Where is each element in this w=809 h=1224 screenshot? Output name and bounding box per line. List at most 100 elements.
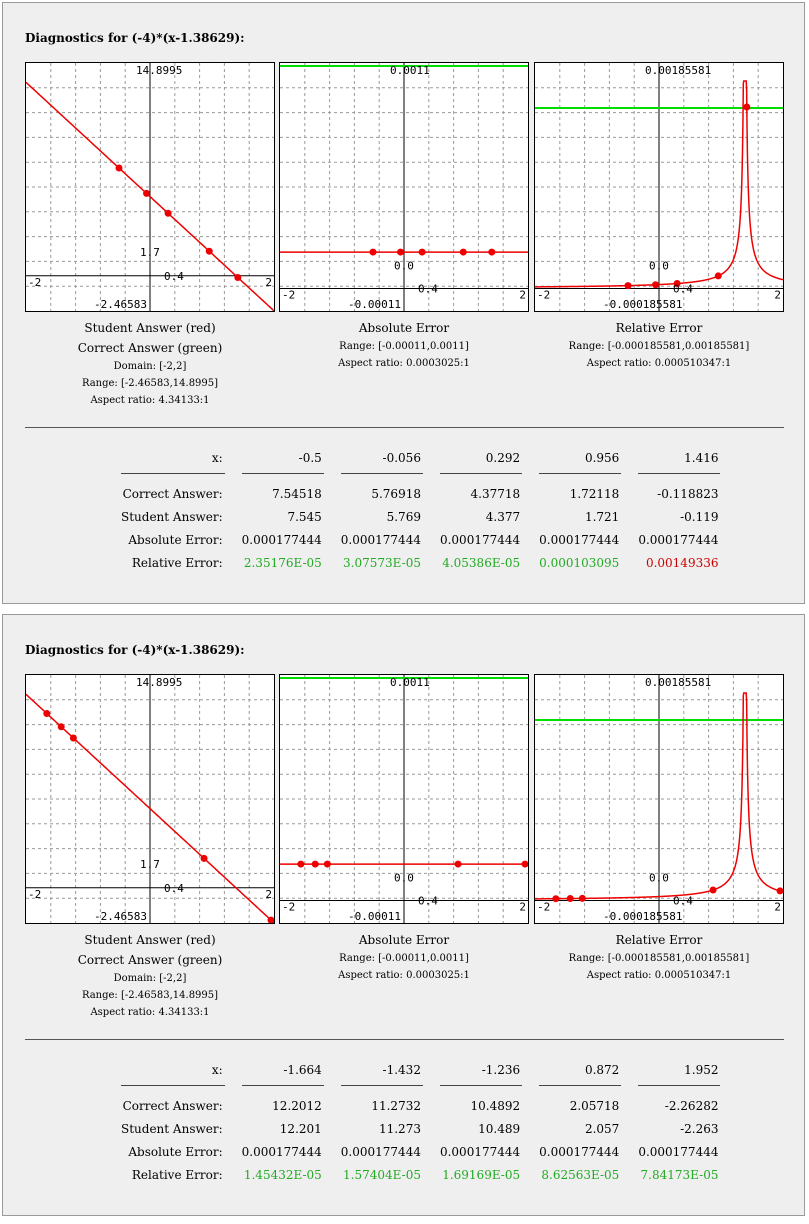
range-info: Range: [-2.46583,14.8995] xyxy=(81,378,219,389)
cell: 12.201 xyxy=(279,1121,322,1136)
data-point xyxy=(164,209,172,217)
relative-error-cell: 0.000103095 xyxy=(539,555,620,570)
cell: 10.4892 xyxy=(470,1098,521,1113)
caption-line: Absolute Error xyxy=(358,321,450,335)
caption-line: Relative Error xyxy=(615,321,703,335)
x-value: -0.5 xyxy=(298,451,322,465)
row-label: Relative Error: xyxy=(131,1167,223,1182)
cell: 0.000177444 xyxy=(340,1144,421,1159)
data-point xyxy=(652,281,660,289)
x-value: 0.872 xyxy=(584,1063,620,1077)
x-value: 1.952 xyxy=(684,1063,719,1077)
row-label: Student Answer: xyxy=(121,509,223,524)
y-tick-label: 0.0 xyxy=(649,259,669,272)
aspect-info: Aspect ratio: 4.34133:1 xyxy=(90,1007,210,1018)
cell: 0.000177444 xyxy=(539,532,620,547)
data-point xyxy=(566,895,574,903)
x-tick-label: 0.4 xyxy=(164,270,184,283)
domain-info: Domain: [-2,2] xyxy=(113,973,187,984)
data-point xyxy=(709,886,717,894)
divider xyxy=(25,1039,784,1040)
abs-plot-caption: Absolute Error Range: [-0.00011,0.0011] … xyxy=(279,930,529,984)
cell: 0.000177444 xyxy=(439,532,521,547)
x-max-label: 2 xyxy=(519,288,526,301)
student-answer-plot: 14.8995 -2.46583 -2 2 0.4 1.7 xyxy=(25,674,275,924)
data-point xyxy=(205,247,213,255)
y-min-label: -2.46583 xyxy=(94,298,147,311)
data-point xyxy=(673,280,681,288)
row-label: Correct Answer: xyxy=(122,1098,223,1113)
x-tick-label: 0.4 xyxy=(418,894,438,907)
cell: 0.000177444 xyxy=(241,532,322,547)
data-point xyxy=(454,860,462,868)
data-point xyxy=(714,272,722,280)
table-row: Student Answer: 7.545 5.769 4.377 1.721 … xyxy=(121,505,720,528)
y-min-label: -0.00011 xyxy=(348,910,401,923)
cell: 0.000177444 xyxy=(638,532,719,547)
data-point xyxy=(234,273,242,281)
cell: 5.769 xyxy=(386,509,421,524)
relative-error-plot: 0.00185581 -0.000185581 -2 2 0.4 0.0 xyxy=(534,62,784,312)
cell: 11.2732 xyxy=(371,1098,421,1113)
divider xyxy=(25,427,784,428)
diagnostics-panel-2: Diagnostics for (-4)*(x-1.38629): 14.899… xyxy=(2,614,805,1216)
x-label: x: xyxy=(211,1063,223,1077)
table-row: Absolute Error: 0.000177444 0.000177444 … xyxy=(121,528,720,551)
x-tick-label: 0.4 xyxy=(673,894,693,907)
x-value: -0.056 xyxy=(382,451,421,465)
cell: 7.54518 xyxy=(272,486,322,501)
data-point xyxy=(369,248,377,256)
data-point xyxy=(397,248,405,256)
cell: 0.000177444 xyxy=(439,1144,521,1159)
caption-line: Relative Error xyxy=(615,933,703,947)
data-point xyxy=(459,248,467,256)
x-min-label: -2 xyxy=(28,888,41,901)
relative-error-chart: 0.00185581 -0.000185581 -2 2 0.4 0.0 xyxy=(535,63,783,311)
student-answer-plot: 14.8995 -2.46583 -2 2 0.4 1.7 xyxy=(25,62,275,312)
x-value: 0.956 xyxy=(584,451,620,465)
x-min-label: -2 xyxy=(282,900,295,913)
range-info: Range: [-0.000185581,0.00185581] xyxy=(568,953,750,964)
student-plot-caption: Student Answer (red) Correct Answer (gre… xyxy=(25,318,275,409)
cell: 2.05718 xyxy=(569,1098,620,1113)
relative-error-plot: 0.00185581 -0.000185581 -2 2 0.4 0.0 xyxy=(534,674,784,924)
data-point xyxy=(143,189,151,197)
y-min-label: -0.000185581 xyxy=(603,910,682,923)
caption-line: Student Answer (red) xyxy=(84,933,216,947)
relative-error-cell: 4.05386E-05 xyxy=(442,555,521,570)
data-point xyxy=(43,710,51,718)
range-info: Range: [-2.46583,14.8995] xyxy=(81,990,219,1001)
data-point xyxy=(418,248,426,256)
x-value: 0.292 xyxy=(485,451,521,465)
row-label: Relative Error: xyxy=(131,555,223,570)
data-point xyxy=(297,860,305,868)
cell: -2.263 xyxy=(680,1121,719,1136)
student-plot-caption: Student Answer (red) Correct Answer (gre… xyxy=(25,930,275,1021)
data-point xyxy=(200,854,208,862)
x-value: -1.432 xyxy=(382,1063,421,1077)
absolute-error-plot: 0.0011 -0.00011 -2 2 0.4 0.0 xyxy=(279,674,529,924)
data-point xyxy=(115,164,123,172)
relative-error-cell: 2.35176E-05 xyxy=(243,555,322,570)
rel-plot-caption: Relative Error Range: [-0.000185581,0.00… xyxy=(534,930,784,984)
data-point xyxy=(624,282,632,290)
absolute-error-chart: 0.0011 -0.00011 -2 2 0.4 0.0 xyxy=(280,63,528,311)
y-tick-label: 0.0 xyxy=(394,871,414,884)
cell: 12.2012 xyxy=(272,1098,322,1113)
x-min-label: -2 xyxy=(537,900,550,913)
panel-title: Diagnostics for (-4)*(x-1.38629): xyxy=(25,31,245,45)
x-min-label: -2 xyxy=(28,276,41,289)
aspect-info: Aspect ratio: 0.0003025:1 xyxy=(338,358,470,369)
table-row: Absolute Error: 0.000177444 0.000177444 … xyxy=(121,1140,720,1163)
caption-line: Student Answer (red) xyxy=(84,321,216,335)
cell: 4.377 xyxy=(485,509,521,524)
x-max-label: 2 xyxy=(519,900,526,913)
cell: 11.273 xyxy=(378,1121,421,1136)
y-min-label: -0.00011 xyxy=(348,298,401,311)
student-answer-chart: 14.8995 -2.46583 -2 2 0.4 1.7 xyxy=(26,675,274,923)
y-max-label: 0.0011 xyxy=(390,676,430,689)
cell: 1.721 xyxy=(584,509,620,524)
cell: -0.119 xyxy=(680,509,719,524)
cell: -0.118823 xyxy=(657,486,719,501)
x-tick-label: 0.4 xyxy=(673,282,693,295)
